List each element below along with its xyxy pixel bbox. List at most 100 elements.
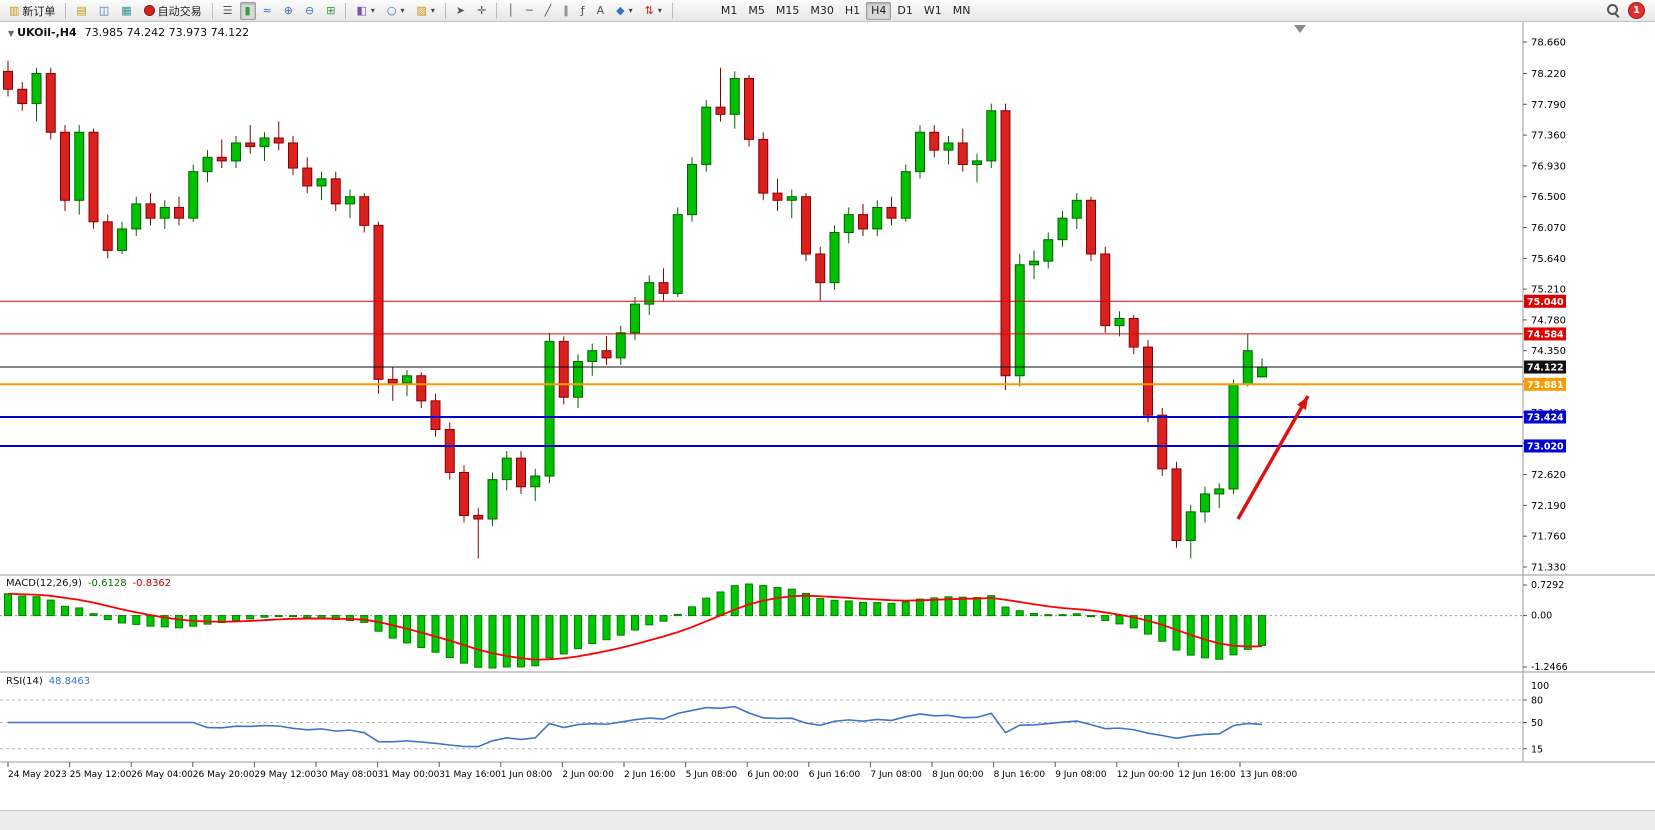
- candle-body: [986, 110, 997, 162]
- candle-body: [273, 137, 284, 144]
- timeframe-button-h4[interactable]: H4: [866, 1, 892, 20]
- time-axis-label: 26 May 04:00: [131, 770, 193, 780]
- templates-icon: ▨: [416, 4, 427, 17]
- chart-header: ▼ UKOil-,H4 73.985 74.242 73.973 74.122: [8, 26, 249, 39]
- autotrading-button[interactable]: 自动交易: [139, 2, 207, 20]
- tile-windows-button[interactable]: ⊞: [321, 2, 340, 20]
- macd-bar: [118, 615, 126, 624]
- price-axis-label: 77.360: [1531, 131, 1566, 142]
- price-axis-label: 72.190: [1531, 501, 1566, 512]
- macd-main-value: -0.6128: [87, 578, 127, 589]
- candle-body: [3, 70, 13, 90]
- trend-arrow-annotation[interactable]: [1236, 395, 1310, 520]
- time-axis-label: 8 Jun 16:00: [994, 770, 1046, 780]
- timeframe-button-m5[interactable]: M5: [743, 2, 770, 20]
- macd-bar: [716, 591, 725, 617]
- timeframe-button-m15[interactable]: M15: [771, 2, 805, 20]
- notification-badge[interactable]: 1: [1628, 2, 1645, 19]
- time-axis-label: 30 May 08:00: [316, 770, 378, 780]
- chart-bars-button[interactable]: ☰: [218, 2, 238, 20]
- shapes-button[interactable]: ◆ ▾: [611, 2, 637, 20]
- market-watch-button[interactable]: ▤: [71, 2, 91, 20]
- terminal-icon: ▦: [121, 4, 132, 17]
- candle-body: [687, 163, 697, 216]
- templates-button[interactable]: ▨ ▾: [411, 2, 439, 20]
- candle-body: [174, 206, 184, 219]
- candle-body: [245, 142, 256, 148]
- macd-bar: [175, 615, 183, 629]
- timeframe-button-h1[interactable]: H1: [840, 2, 865, 20]
- time-axis[interactable]: 24 May 2023 25 May 12:00 26 May 04:00 26 Ma…: [7, 762, 1297, 780]
- arrows-tool-button[interactable]: ⇅ ▾: [640, 2, 667, 20]
- time-axis-label: 5 Jun 08:00: [686, 770, 738, 780]
- chevron-down-icon: ▾: [628, 6, 633, 15]
- macd-bar: [46, 599, 55, 617]
- candlestick-series: [3, 60, 1267, 559]
- macd-bar: [1158, 615, 1167, 642]
- timeframe-button-m1[interactable]: M1: [716, 2, 743, 20]
- price-axis-label: 71.760: [1531, 532, 1566, 543]
- macd-bar: [246, 615, 255, 620]
- candle-body: [402, 375, 412, 384]
- timeframe-button-w1[interactable]: W1: [919, 2, 947, 20]
- candle-body: [530, 475, 541, 488]
- time-axis-label: 12 Jun 00:00: [1117, 770, 1174, 780]
- trendline-icon: ╱: [544, 4, 552, 17]
- macd-bar: [1001, 606, 1010, 617]
- terminal-button[interactable]: ▦: [116, 2, 136, 20]
- zoom-in-button[interactable]: ⊕: [279, 2, 298, 20]
- macd-bar: [260, 615, 269, 618]
- chart-shift-marker[interactable]: [1294, 25, 1306, 33]
- macd-bar: [702, 597, 711, 617]
- navigator-button[interactable]: ◫: [94, 2, 114, 20]
- trendline-button[interactable]: ╱: [540, 2, 557, 20]
- chart-candles-button[interactable]: ▮: [239, 1, 256, 20]
- macd-indicator-label: MACD(12,26,9) -0.6128 -0.8362: [6, 578, 171, 589]
- candle-body: [202, 156, 213, 173]
- time-axis-label: 31 May 00:00: [378, 770, 440, 780]
- price-tag-label: 73.881: [1527, 380, 1564, 391]
- time-axis-label: 2 Jun 16:00: [624, 770, 676, 780]
- time-axis-label: 1 Jun 08:00: [501, 770, 553, 780]
- profiles-button[interactable]: ○ ▾: [382, 2, 410, 20]
- chart-canvas[interactable]: 78.660 78.220 77.790 77.360 76.930 76.500 76.0…: [0, 22, 1655, 810]
- candle-body: [31, 73, 42, 105]
- macd-bar: [1058, 614, 1067, 617]
- text-tool-button[interactable]: A: [592, 2, 610, 20]
- timeframe-button-m30[interactable]: M30: [805, 2, 839, 20]
- price-tag: [1524, 410, 1566, 424]
- price-tag-label: 75.040: [1527, 297, 1564, 308]
- channel-button[interactable]: ∥: [558, 2, 574, 20]
- candle-body: [387, 378, 398, 384]
- macd-bar: [1215, 615, 1224, 660]
- timeframe-button-d1[interactable]: D1: [892, 2, 917, 20]
- crosshair-button[interactable]: ✛: [472, 2, 491, 20]
- macd-bar: [1172, 615, 1181, 651]
- macd-bar: [787, 588, 796, 617]
- macd-bar: [559, 615, 568, 655]
- autotrading-label: 自动交易: [157, 4, 202, 18]
- new-chart-button[interactable]: ◧ ▾: [351, 2, 379, 20]
- horizontal-line-button[interactable]: ─: [521, 2, 538, 20]
- candle-body: [316, 178, 327, 187]
- macd-bar: [545, 615, 554, 659]
- macd-bar: [659, 615, 668, 622]
- new-order-button[interactable]: ▥ 新订单: [4, 2, 60, 20]
- fibonacci-button[interactable]: ƒ: [576, 2, 590, 20]
- candle-body: [416, 375, 427, 402]
- timeframe-button-mn[interactable]: MN: [948, 2, 976, 20]
- macd-bar: [873, 602, 882, 617]
- text-tool-icon: A: [596, 4, 605, 17]
- macd-bar: [103, 615, 112, 620]
- vertical-line-button[interactable]: │: [502, 2, 519, 20]
- candle-body: [1000, 110, 1011, 377]
- price-axis-label: 75.640: [1531, 254, 1566, 265]
- macd-bar: [901, 601, 910, 617]
- zoom-out-button[interactable]: ⊖: [300, 2, 319, 20]
- symbol-dropdown-icon[interactable]: ▼: [8, 29, 15, 38]
- macd-bar: [1072, 613, 1081, 617]
- chart-line-button[interactable]: ≈: [258, 2, 277, 20]
- search-icon[interactable]: [1607, 4, 1620, 17]
- candle-body: [145, 203, 156, 219]
- cursor-button[interactable]: ➤: [451, 2, 470, 20]
